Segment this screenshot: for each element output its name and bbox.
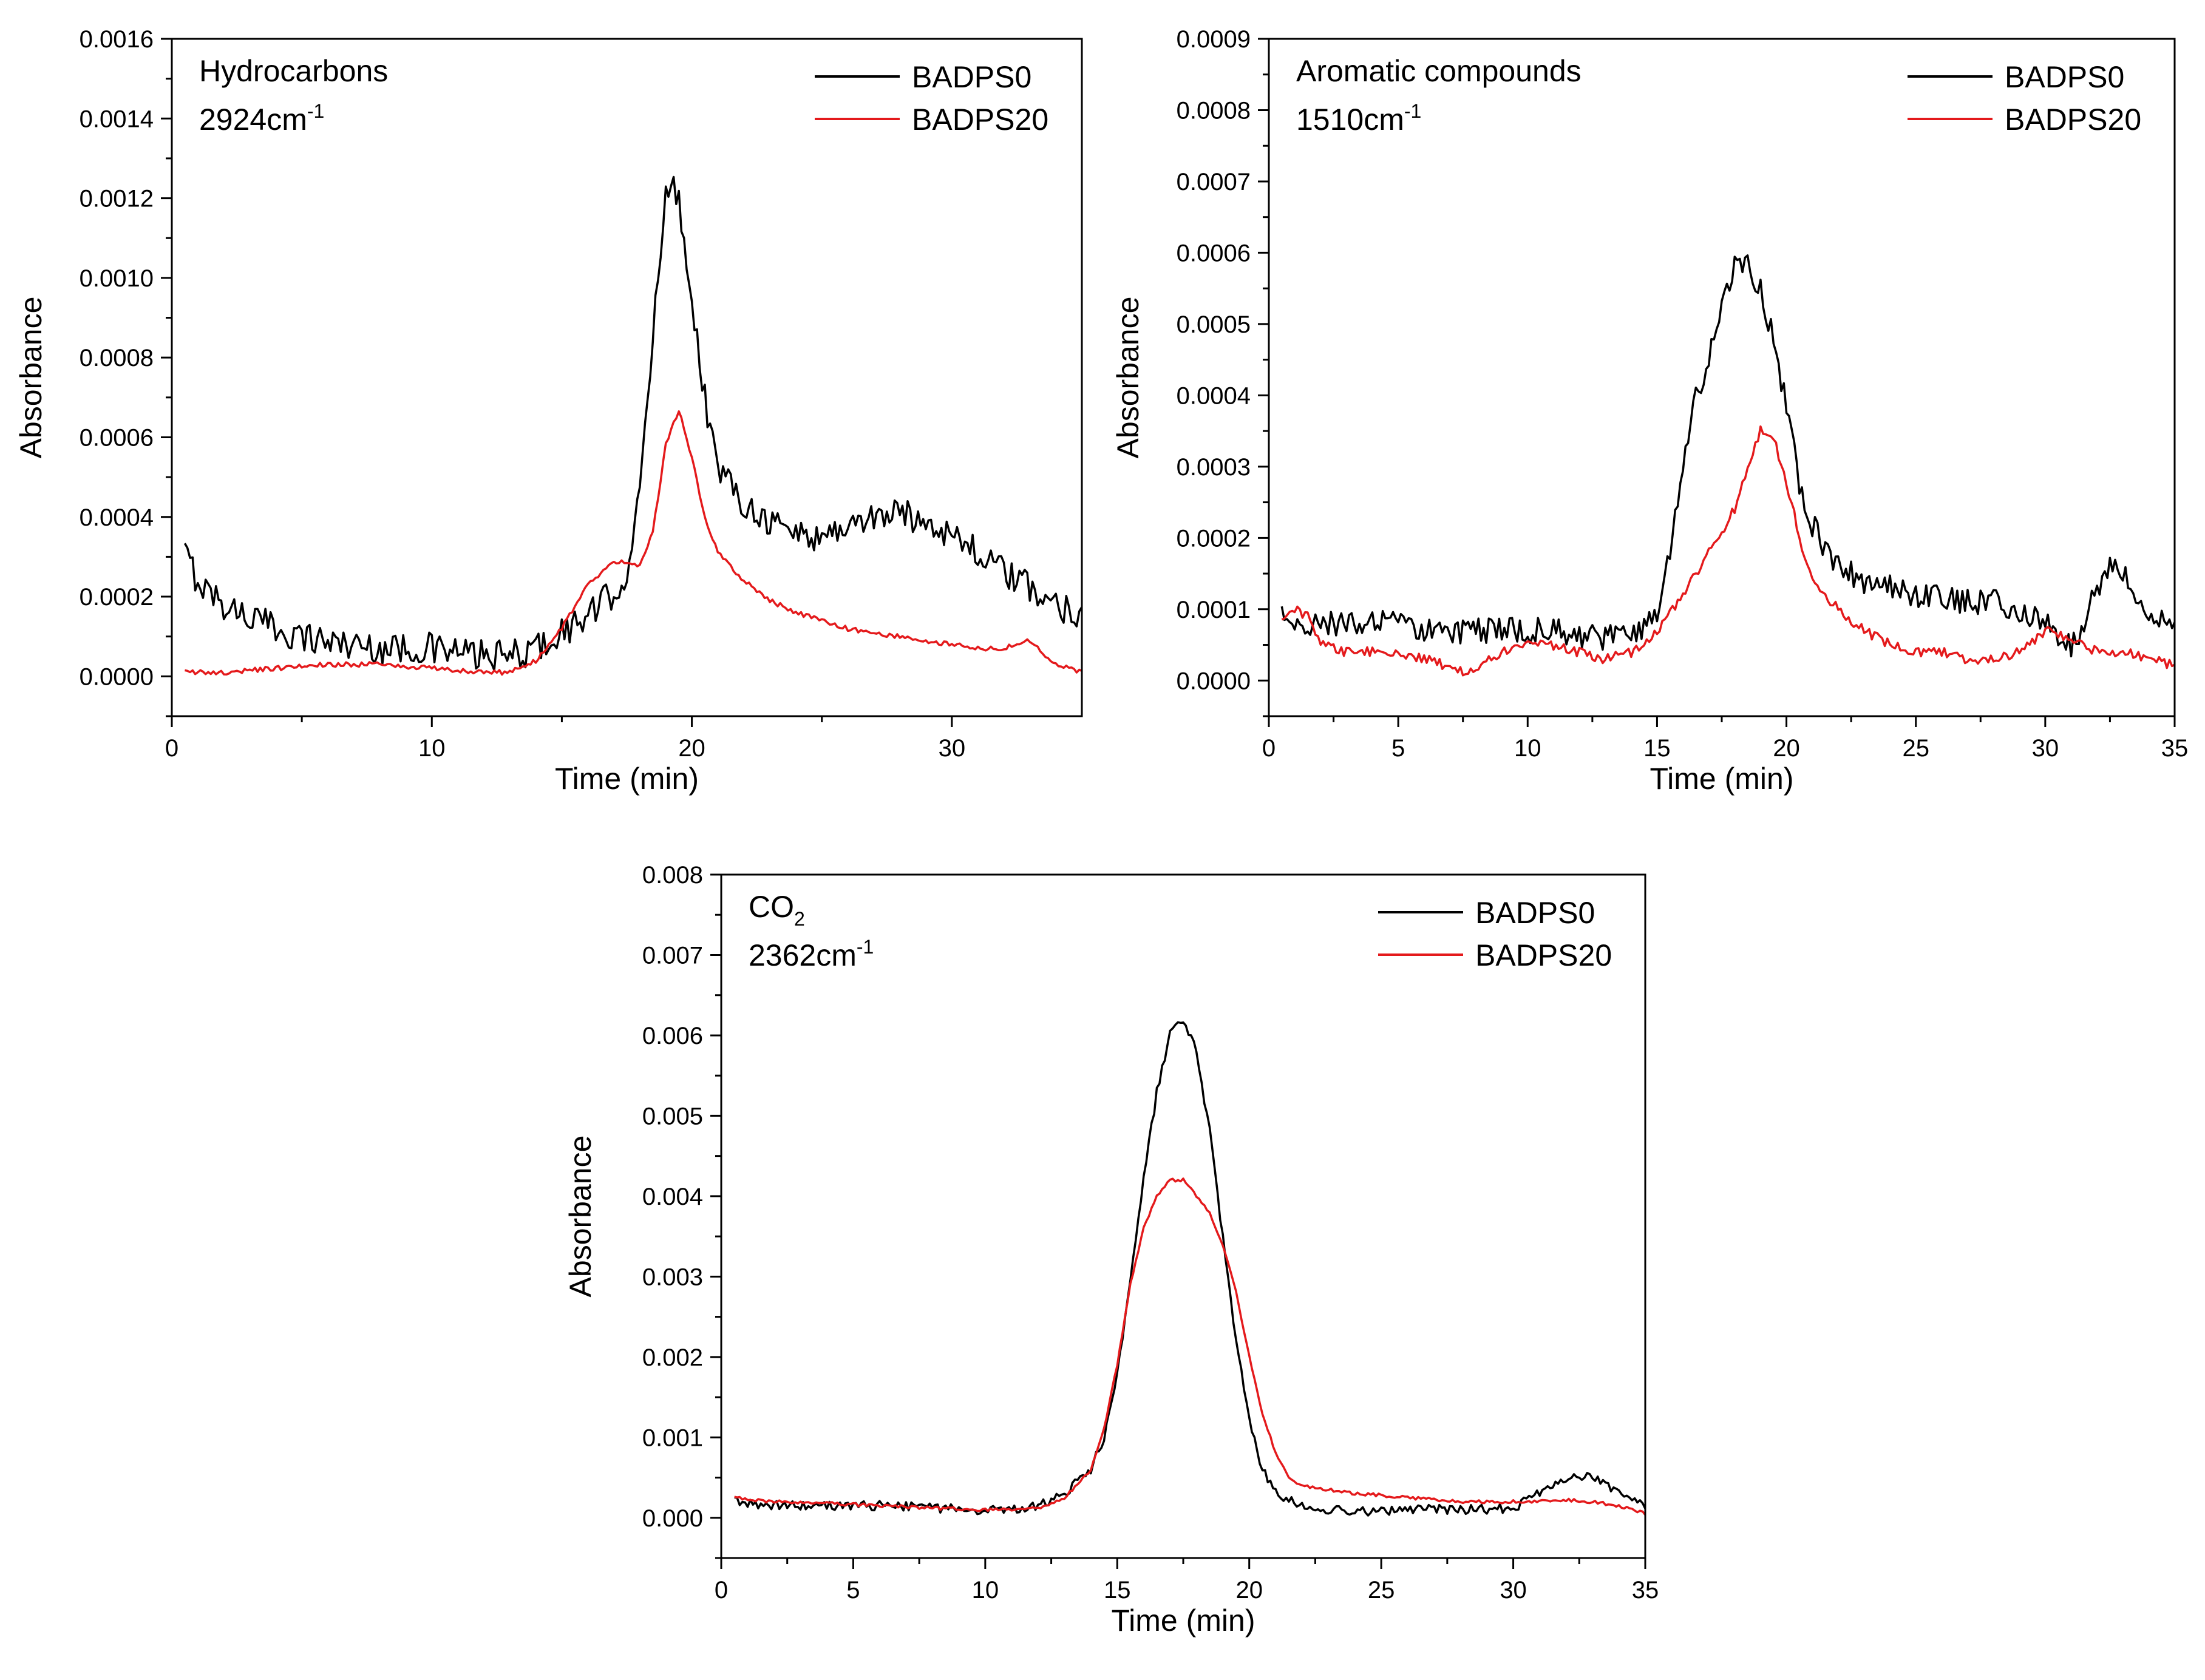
y-tick-label: 0.0014 xyxy=(80,106,154,132)
y-axis-title: Absorbance xyxy=(14,297,48,459)
x-axis-title: Time (min) xyxy=(1111,1604,1255,1638)
y-tick-label: 0.0010 xyxy=(80,265,154,292)
y-tick-label: 0.0012 xyxy=(80,186,154,212)
x-tick-label: 35 xyxy=(1632,1577,1659,1604)
y-tick-label: 0.0009 xyxy=(1177,26,1251,53)
x-tick-label: 20 xyxy=(678,735,705,762)
x-tick-label: 15 xyxy=(1104,1577,1131,1604)
x-tick-label: 25 xyxy=(1368,1577,1395,1604)
y-tick-label: 0.0004 xyxy=(1177,382,1251,409)
annotation-subscript: 2 xyxy=(794,908,805,930)
x-axis-title: Time (min) xyxy=(555,762,699,796)
legend-label: BADPS0 xyxy=(1475,896,1595,930)
annotation-line: CO2 xyxy=(749,890,805,930)
annotation-text: CO xyxy=(749,890,794,924)
y-tick-label: 0.006 xyxy=(642,1023,703,1049)
annotation-line: 1510cm-1 xyxy=(1296,100,1421,137)
x-tick-label: 35 xyxy=(2161,735,2189,762)
x-tick-label: 10 xyxy=(1514,735,1541,762)
x-axis-title: Time (min) xyxy=(1650,762,1793,796)
y-axis-title: Absorbance xyxy=(1111,297,1145,459)
annotation-text: Aromatic compounds xyxy=(1296,54,1582,88)
chart-panel-aromatic: 0 5 10 15 20 25 30 35 0.0000 0.0001 0.0002 0.0003 0.… xyxy=(1111,26,2188,796)
chart-panel-hydrocarbons: 0 10 20 30 0.0000 0.0002 0.0004 0.0006 0.0008 0.0… xyxy=(14,26,1083,796)
y-tick-label: 0.0008 xyxy=(1177,97,1251,124)
x-tick-label: 0 xyxy=(1262,735,1276,762)
x-tick-label: 20 xyxy=(1773,735,1800,762)
y-tick-label: 0.007 xyxy=(642,942,703,969)
y-tick-label: 0.005 xyxy=(642,1103,703,1130)
annotation-superscript: -1 xyxy=(857,936,874,958)
x-tick-label: 30 xyxy=(939,735,966,762)
series-line-badps0-hydrocarbons xyxy=(183,175,1082,671)
x-tick-label: 10 xyxy=(972,1577,999,1604)
y-tick-label: 0.0008 xyxy=(80,345,154,371)
y-tick-label: 0.0016 xyxy=(80,26,154,53)
x-tick-label: 0 xyxy=(165,735,178,762)
y-tick-label: 0.0005 xyxy=(1177,311,1251,338)
series-line-badps0-aromatic xyxy=(1280,254,2175,658)
series-line-badps20-hydrocarbons xyxy=(185,410,1082,676)
annotation-line: 2924cm-1 xyxy=(199,100,324,137)
y-tick-label: 0.0006 xyxy=(80,424,154,451)
y-tick-label: 0.003 xyxy=(642,1264,703,1290)
y-tick-label: 0.0007 xyxy=(1177,169,1251,195)
y-tick-label: 0.008 xyxy=(642,862,703,889)
y-tick-label: 0.004 xyxy=(642,1184,703,1210)
plot-frame xyxy=(171,38,1083,717)
y-axis-title: Absorbance xyxy=(563,1136,597,1298)
legend-label: BADPS20 xyxy=(912,103,1048,137)
annotation-line: Aromatic compounds xyxy=(1296,54,1582,88)
annotation-line: 2362cm-1 xyxy=(749,936,874,972)
annotation-text: 2362cm xyxy=(749,938,857,972)
x-tick-label: 30 xyxy=(1500,1577,1527,1604)
annotation-text: 2924cm xyxy=(199,103,307,137)
x-tick-label: 20 xyxy=(1235,1577,1263,1604)
x-tick-label: 0 xyxy=(715,1577,728,1604)
series-line-badps20-co2 xyxy=(734,1177,1645,1516)
y-tick-label: 0.0003 xyxy=(1177,454,1251,481)
y-tick-label: 0.0006 xyxy=(1177,240,1251,266)
plot-frame xyxy=(720,873,1646,1559)
x-tick-label: 15 xyxy=(1643,735,1671,762)
y-tick-label: 0.0002 xyxy=(1177,525,1251,552)
legend-label: BADPS0 xyxy=(2005,60,2124,94)
series-line-badps20-aromatic xyxy=(1281,425,2175,677)
x-tick-label: 5 xyxy=(1391,735,1405,762)
y-tick-label: 0.002 xyxy=(642,1344,703,1371)
series-line-badps0-co2 xyxy=(734,1021,1645,1517)
x-tick-label: 30 xyxy=(2032,735,2059,762)
x-tick-label: 10 xyxy=(418,735,446,762)
legend-label: BADPS20 xyxy=(2005,103,2141,137)
annotation-line: Hydrocarbons xyxy=(199,54,388,88)
legend-label: BADPS0 xyxy=(912,60,1031,94)
legend-label: BADPS20 xyxy=(1475,938,1612,972)
y-tick-label: 0.0004 xyxy=(80,504,154,531)
y-tick-label: 0.0000 xyxy=(80,663,154,690)
x-tick-label: 25 xyxy=(1902,735,1929,762)
y-tick-label: 0.0002 xyxy=(80,584,154,611)
y-tick-label: 0.0000 xyxy=(1177,668,1251,694)
annotation-text: Hydrocarbons xyxy=(199,54,388,88)
annotation-text: 1510cm xyxy=(1296,103,1404,137)
y-tick-label: 0.000 xyxy=(642,1505,703,1532)
x-tick-label: 5 xyxy=(846,1577,860,1604)
annotation-superscript: -1 xyxy=(307,100,324,122)
annotation-superscript: -1 xyxy=(1404,100,1421,122)
y-tick-label: 0.0001 xyxy=(1177,597,1251,623)
chart-panel-co2: 0 5 10 15 20 25 30 35 0.000 0.001 0.002 0.003 0.004 0… xyxy=(563,862,1659,1638)
y-tick-label: 0.001 xyxy=(642,1424,703,1451)
